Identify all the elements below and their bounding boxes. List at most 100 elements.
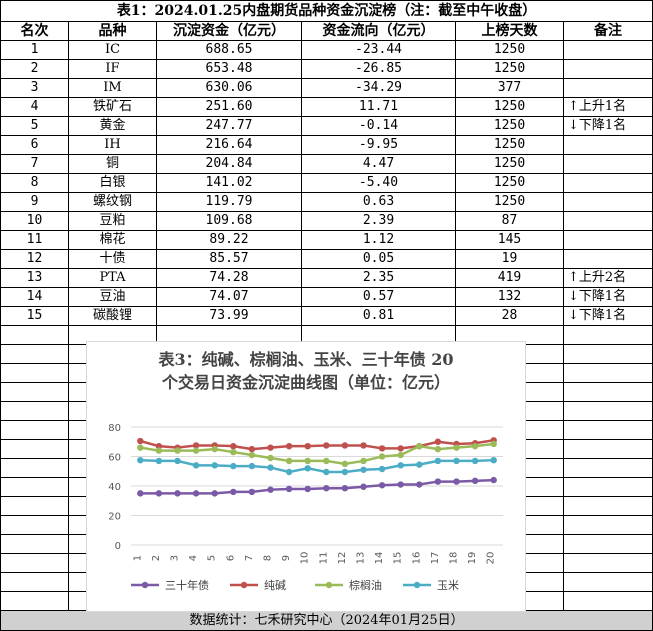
cell-note <box>562 154 653 174</box>
data-point <box>434 457 442 465</box>
cell-flow: 4.47 <box>301 154 456 174</box>
cell-days: 145 <box>455 230 564 250</box>
data-point <box>230 448 237 456</box>
cell-name: 铜 <box>68 154 157 174</box>
cell-rank: 15 <box>0 306 69 326</box>
cell-name: 豆粕 <box>68 211 157 231</box>
cell-days: 1250 <box>455 59 564 79</box>
data-point <box>285 457 293 465</box>
data-point <box>211 445 218 453</box>
x-tick-label: 10 <box>300 552 311 565</box>
cell-note: ↑上升1名 <box>562 97 653 117</box>
empty-cell <box>562 420 653 440</box>
data-point <box>434 438 442 445</box>
cell-capital: 247.77 <box>156 116 302 136</box>
cell-note: ↓下降1名 <box>562 287 653 307</box>
data-point <box>192 447 200 454</box>
cell-capital: 85.57 <box>156 249 302 269</box>
cell-name: 豆油 <box>68 287 157 307</box>
x-tick-label: 4 <box>188 555 199 561</box>
data-point <box>416 461 423 468</box>
data-point <box>285 442 293 450</box>
data-point <box>323 457 330 465</box>
cell-days: 19 <box>455 249 564 269</box>
cell-days: 419 <box>455 268 564 288</box>
empty-cell <box>562 591 653 611</box>
cell-name: 黄金 <box>68 116 157 136</box>
empty-cell <box>0 420 69 440</box>
x-tick-label: 14 <box>374 552 385 565</box>
cell-days: 1250 <box>455 135 564 155</box>
data-point <box>378 482 386 489</box>
data-point <box>397 451 404 459</box>
cell-rank: 5 <box>0 116 69 136</box>
empty-cell <box>562 534 653 554</box>
data-point <box>267 464 274 471</box>
empty-cell <box>0 534 69 554</box>
data-point <box>323 468 330 476</box>
empty-cell <box>562 477 653 497</box>
x-tick-label: 5 <box>207 555 218 561</box>
data-point <box>304 465 311 472</box>
cell-days: 377 <box>455 78 564 98</box>
data-point <box>471 477 479 485</box>
data-point <box>360 457 367 465</box>
cell-rank: 10 <box>0 211 69 231</box>
empty-cell <box>0 382 69 402</box>
cell-note <box>562 192 653 212</box>
y-tick-label: 20 <box>108 512 121 523</box>
legend-marker <box>141 581 149 589</box>
data-point <box>230 488 237 496</box>
empty-cell <box>562 382 653 402</box>
chart-panel: 表3：纯碱、棕榈油、玉米、三十年债 20 个交易日资金沉淀曲线图（单位：亿元） … <box>86 341 526 612</box>
data-point <box>341 460 349 468</box>
cell-note <box>562 59 653 79</box>
cell-note <box>562 40 653 60</box>
table-header-row: 名次 品种 沉淀资金（亿元） 资金流向（亿元） 上榜天数 备注 <box>0 21 653 41</box>
x-tick-label: 17 <box>430 552 441 565</box>
data-point <box>192 442 200 449</box>
data-point <box>323 442 330 449</box>
data-point <box>453 478 460 485</box>
empty-cell <box>562 572 653 592</box>
legend-marker <box>413 581 421 589</box>
cell-rank: 7 <box>0 154 69 174</box>
x-tick-label: 12 <box>337 552 348 565</box>
data-point <box>267 486 274 493</box>
x-tick-label: 11 <box>318 552 329 565</box>
cell-days: 28 <box>455 306 564 326</box>
data-point <box>434 478 442 485</box>
cell-note: ↓下降1名 <box>562 306 653 326</box>
table-footer-row: 数据统计：七禾研究中心（2024年01月25日） <box>0 610 653 631</box>
data-point <box>397 481 404 488</box>
data-point <box>471 457 479 465</box>
cell-flow: 11.71 <box>301 97 456 117</box>
cell-note <box>562 135 653 155</box>
chart-title: 表3：纯碱、棕榈油、玉米、三十年债 20 个交易日资金沉淀曲线图（单位：亿元） <box>87 348 525 394</box>
empty-cell <box>0 477 69 497</box>
legend-label: 玉米 <box>437 579 459 592</box>
data-point <box>155 442 163 450</box>
header-capital: 沉淀资金（亿元） <box>156 21 302 41</box>
cell-note <box>562 249 653 269</box>
table-row: 8 白银 141.02 -5.40 1250 <box>0 173 653 193</box>
x-tick-label: 19 <box>467 552 478 565</box>
cell-note <box>562 173 653 193</box>
data-point <box>192 490 200 497</box>
y-tick-label: 0 <box>115 541 121 552</box>
cell-flow: 0.05 <box>301 249 456 269</box>
data-point <box>304 442 311 450</box>
cell-flow: -34.29 <box>301 78 456 98</box>
y-tick-label: 80 <box>108 423 121 434</box>
data-point <box>211 462 218 469</box>
data-point <box>416 442 423 450</box>
cell-rank: 9 <box>0 192 69 212</box>
data-point <box>155 457 163 465</box>
data-point <box>267 444 274 451</box>
x-tick-label: 8 <box>263 555 274 561</box>
cell-flow: 0.57 <box>301 287 456 307</box>
cell-flow: 2.35 <box>301 268 456 288</box>
cell-name: 碳酸锂 <box>68 306 157 326</box>
data-point <box>174 490 181 497</box>
cell-rank: 1 <box>0 40 69 60</box>
